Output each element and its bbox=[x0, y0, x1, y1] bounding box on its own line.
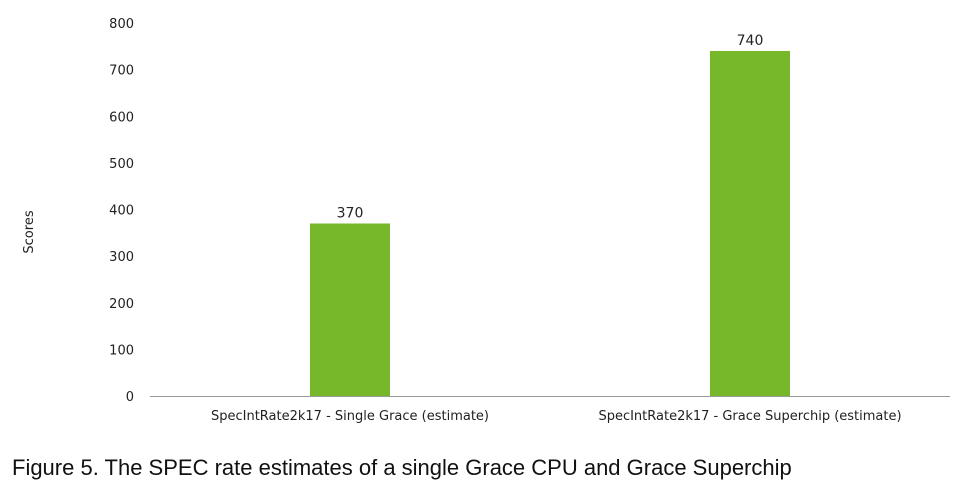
y-tick-label: 700 bbox=[109, 64, 134, 79]
bar bbox=[310, 223, 390, 396]
y-tick-label: 600 bbox=[109, 110, 134, 125]
bar bbox=[710, 50, 790, 396]
y-tick-label: 300 bbox=[109, 250, 134, 265]
x-category-label: SpecIntRate2k17 - Single Grace (estimate… bbox=[211, 409, 489, 424]
bar-value-label: 740 bbox=[737, 33, 764, 49]
y-tick-label: 100 bbox=[109, 343, 134, 358]
y-tick-label: 800 bbox=[109, 17, 134, 32]
bar-chart: 0 100 200 300 400 500 600 700 800 370 740 SpecInt… bbox=[22, 17, 950, 424]
y-tick-label: 400 bbox=[109, 204, 134, 219]
bars bbox=[310, 50, 790, 396]
data-labels: 370 740 bbox=[337, 33, 764, 222]
bar-value-label: 370 bbox=[337, 205, 364, 221]
y-tick-label: 0 bbox=[126, 390, 134, 405]
category-labels: SpecIntRate2k17 - Single Grace (estimate… bbox=[211, 409, 902, 424]
y-tick-label: 200 bbox=[109, 297, 134, 312]
y-tick-label: 500 bbox=[109, 157, 134, 172]
y-axis-ticks: 0 100 200 300 400 500 600 700 800 bbox=[109, 17, 134, 405]
y-axis-title: Scores bbox=[22, 210, 37, 253]
figure-caption: Figure 5. The SPEC rate estimates of a s… bbox=[12, 455, 792, 480]
x-category-label: SpecIntRate2k17 - Grace Superchip (estim… bbox=[598, 409, 901, 424]
